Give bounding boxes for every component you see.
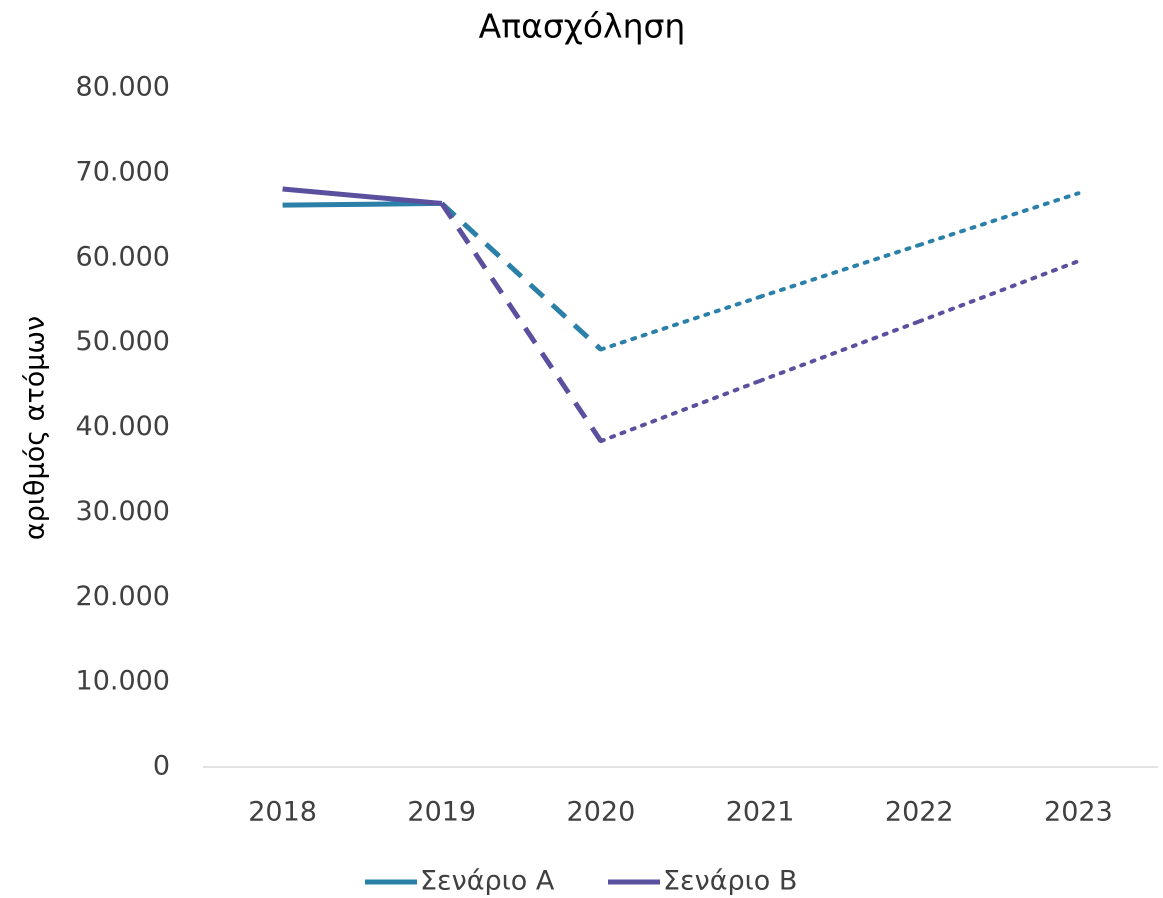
- y-tick-label: 10.000: [76, 666, 170, 697]
- series-line: [282, 200, 442, 208]
- y-tick-label: 30.000: [76, 496, 170, 527]
- x-tick-label: 2022: [885, 797, 954, 828]
- series-line: [439, 202, 603, 443]
- legend-label: Σενάριο Α: [420, 866, 555, 897]
- y-tick-label: 70.000: [76, 156, 170, 187]
- legend-label: Σενάριο Β: [663, 866, 797, 897]
- series-line: [282, 186, 442, 206]
- series-line: [598, 378, 763, 444]
- series-line: [440, 201, 603, 352]
- series-line: [917, 259, 1081, 324]
- y-tick-label: 0: [153, 751, 170, 782]
- y-tick-label: 20.000: [76, 581, 170, 612]
- y-tick-label: 80.000: [76, 72, 170, 103]
- y-tick-label: 50.000: [76, 326, 170, 357]
- series-line: [598, 294, 763, 352]
- chart-title: Απασχόληση: [479, 7, 686, 46]
- y-tick-label: 40.000: [76, 411, 170, 442]
- x-tick-label: 2023: [1044, 797, 1113, 828]
- x-tick-label: 2021: [726, 797, 795, 828]
- x-tick-label: 2019: [407, 797, 476, 828]
- series-line: [758, 243, 922, 299]
- x-tick-label: 2018: [248, 797, 317, 828]
- x-tick-label: 2020: [567, 797, 636, 828]
- series-line: [758, 319, 922, 383]
- series-line: [917, 191, 1081, 248]
- y-axis-label: αριθμός ατόμων: [20, 316, 51, 540]
- y-tick-label: 60.000: [76, 241, 170, 272]
